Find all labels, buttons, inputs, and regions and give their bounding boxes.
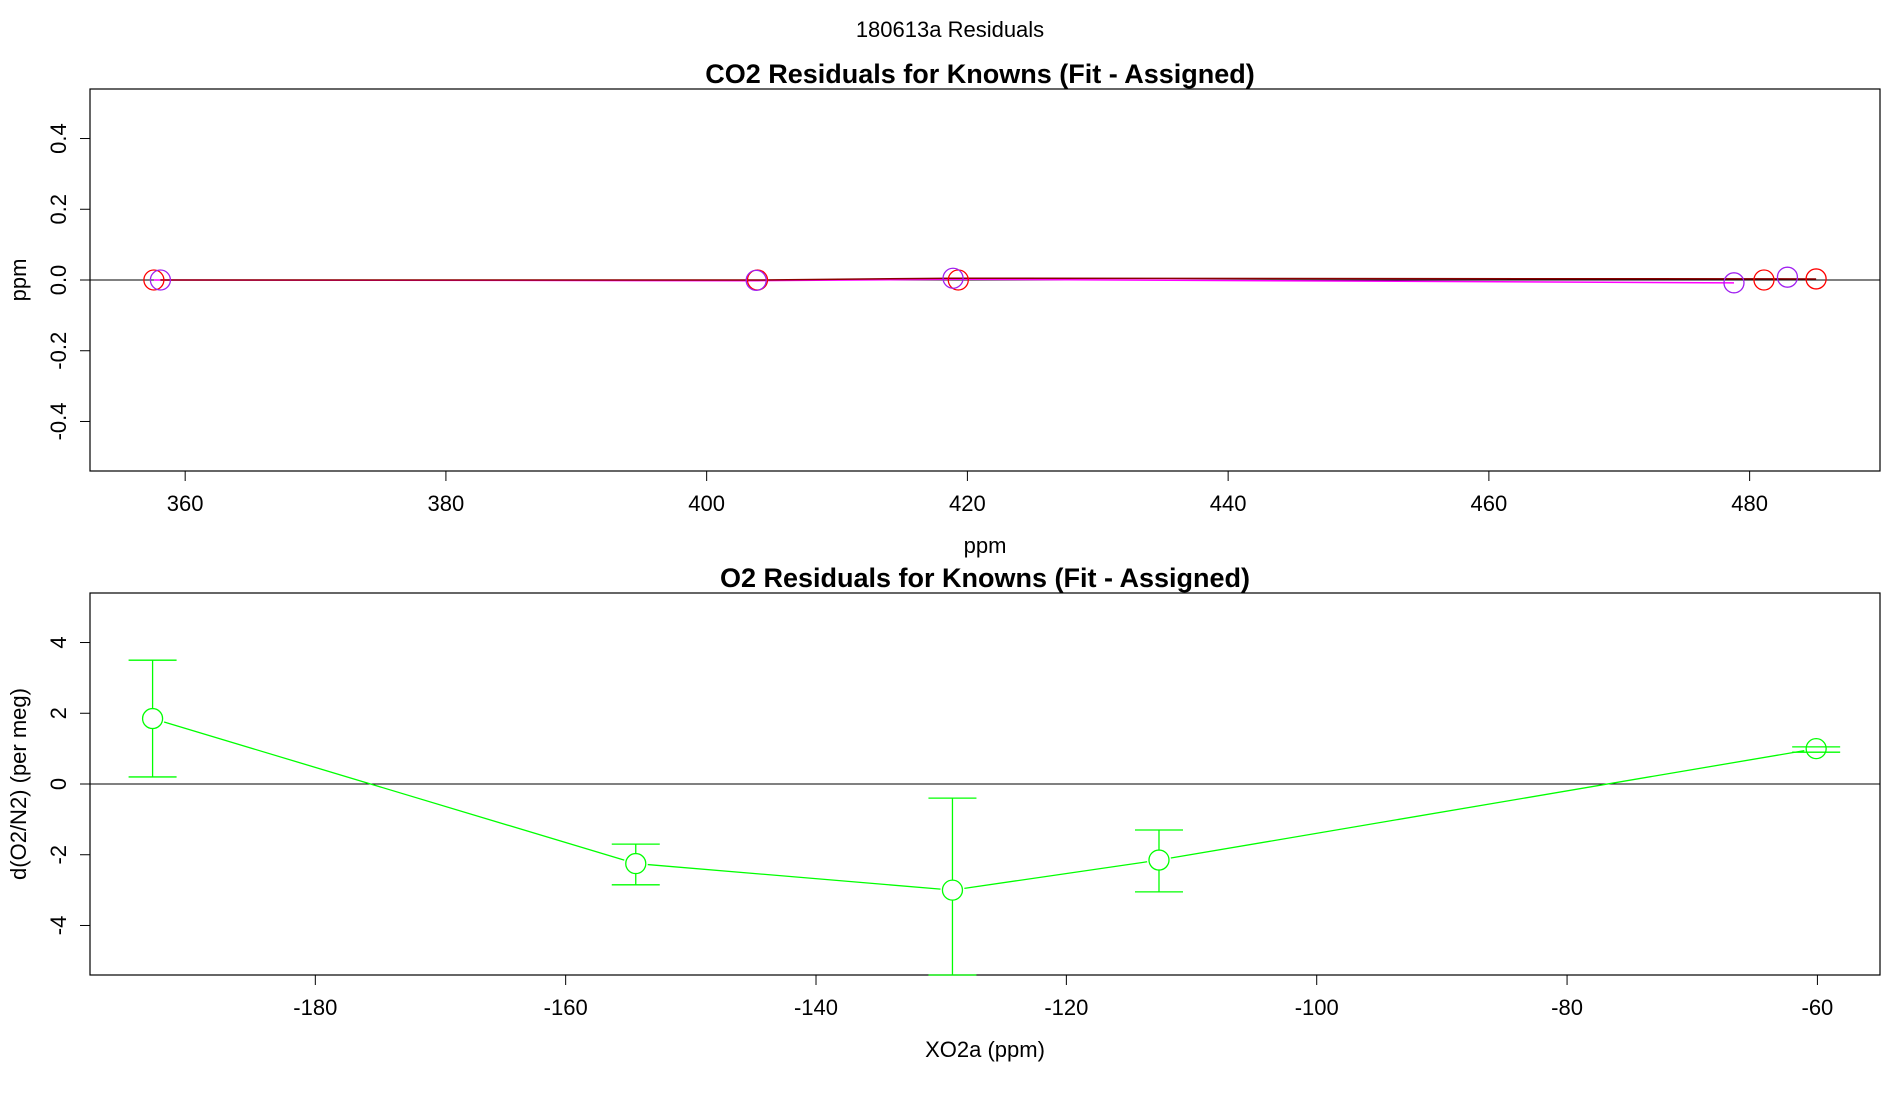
- co2-x-tick-label: 480: [1731, 491, 1768, 516]
- o2-y-tick-label: 2: [46, 707, 71, 719]
- o2-data-point: [1805, 737, 1827, 760]
- o2-error-bar: [928, 797, 977, 976]
- co2-y-tick-label: -0.2: [46, 332, 71, 370]
- o2-x-tick-label: -160: [544, 995, 588, 1020]
- o2-series-line: [1170, 749, 1805, 859]
- co2-y-axis-label: ppm: [6, 259, 31, 302]
- co2-x-axis-label: ppm: [964, 533, 1007, 558]
- co2-y-axis: -0.4 -0.2 0.0 0.2 0.4: [46, 123, 90, 440]
- o2-series-line: [163, 721, 625, 861]
- o2-series-line: [647, 863, 941, 890]
- o2-data-point: [625, 852, 647, 875]
- co2-x-tick-label: 380: [428, 491, 465, 516]
- o2-y-tick-label: 4: [46, 636, 71, 648]
- o2-x-tick-label: -80: [1551, 995, 1583, 1020]
- co2-data-point: [1723, 272, 1745, 294]
- o2-data-point: [141, 707, 164, 730]
- co2-data-point: [1805, 268, 1827, 290]
- o2-data-point: [1148, 849, 1170, 871]
- co2-data-point: [942, 267, 964, 289]
- o2-data-point: [941, 879, 964, 901]
- o2-residuals-panel: O2 Residuals for Knowns (Fit - Assigned)…: [6, 563, 1881, 1062]
- o2-error-bar: [1134, 829, 1183, 893]
- o2-y-tick-label: -4: [46, 916, 71, 936]
- o2-x-axis: -180 -160 -140 -120 -100 -80 -60: [293, 975, 1833, 1020]
- co2-data-point: [149, 269, 172, 291]
- co2-x-tick-label: 460: [1471, 491, 1508, 516]
- o2-error-bar: [1792, 746, 1841, 753]
- o2-error-bar: [611, 843, 660, 886]
- co2-data-point: [745, 269, 767, 292]
- o2-y-tick-label: -2: [46, 845, 71, 865]
- co2-residuals-panel: CO2 Residuals for Knowns (Fit - Assigned…: [6, 59, 1881, 558]
- co2-y-tick-label: 0.4: [46, 123, 71, 154]
- co2-data-point: [1776, 266, 1799, 288]
- o2-x-tick-label: -140: [794, 995, 838, 1020]
- o2-x-tick-label: -180: [293, 995, 337, 1020]
- o2-error-bar: [128, 659, 177, 778]
- o2-y-axis: -4 -2 0 2 4: [46, 636, 90, 935]
- figure-title: 180613a Residuals: [856, 17, 1044, 42]
- o2-x-tick-label: -100: [1295, 995, 1339, 1020]
- o2-chart-title: O2 Residuals for Knowns (Fit - Assigned): [720, 563, 1250, 593]
- co2-chart-title: CO2 Residuals for Knowns (Fit - Assigned…: [705, 59, 1255, 89]
- co2-fit-line: [160, 277, 1817, 281]
- co2-data-point: [1753, 269, 1775, 291]
- co2-x-tick-label: 360: [167, 491, 204, 516]
- o2-x-tick-label: -120: [1044, 995, 1088, 1020]
- o2-y-axis-label: d(O2/N2) (per meg): [6, 688, 31, 880]
- co2-y-tick-label: -0.4: [46, 403, 71, 441]
- co2-data-point: [143, 269, 165, 291]
- o2-x-tick-label: -60: [1802, 995, 1834, 1020]
- co2-y-tick-label: 0.2: [46, 194, 71, 225]
- co2-y-tick-label: 0.0: [46, 265, 71, 296]
- co2-x-tick-label: 400: [688, 491, 725, 516]
- co2-x-axis: 360 380 400 420 440 460 480: [167, 471, 1768, 516]
- co2-x-tick-label: 440: [1210, 491, 1247, 516]
- co2-x-tick-label: 420: [949, 491, 986, 516]
- o2-series-line: [964, 861, 1148, 890]
- o2-x-axis-label: XO2a (ppm): [925, 1037, 1045, 1062]
- o2-y-tick-label: 0: [46, 778, 71, 790]
